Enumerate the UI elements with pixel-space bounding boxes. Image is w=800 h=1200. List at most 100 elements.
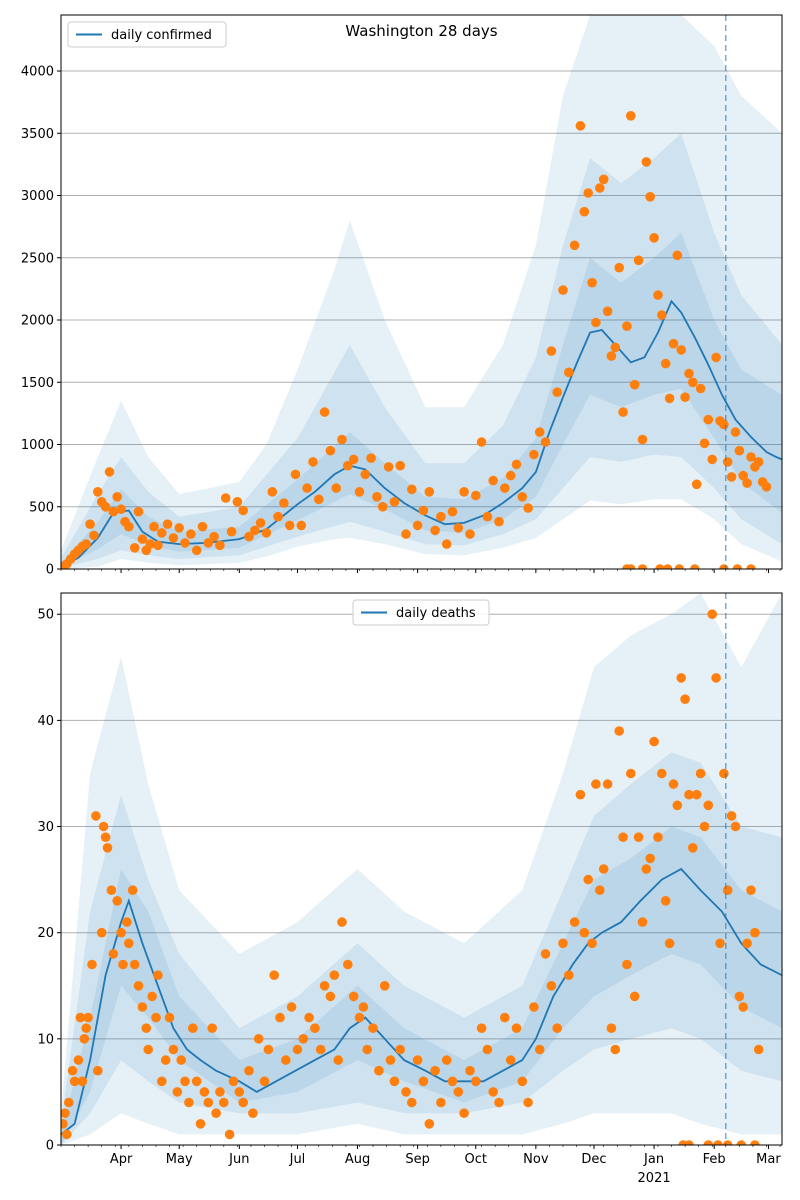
data-point [424,1119,435,1129]
data-point [753,457,764,467]
data-point [412,1055,423,1065]
legend-box [67,21,227,48]
data-point [168,1044,179,1055]
data-point [447,1076,458,1087]
data-point [610,1044,621,1055]
data-point [226,526,237,537]
data-point [290,469,301,480]
data-point [494,1097,504,1108]
data-point [106,885,117,895]
data-point [453,523,464,533]
data-point [637,917,648,927]
data-point [157,528,167,538]
data-point [253,1034,264,1044]
data-point [149,521,159,532]
data-point [730,821,741,832]
y-tick-label: 500 [29,500,54,515]
data-point [730,427,741,437]
plot-area [61,593,782,1145]
data-point [676,345,686,355]
y-tick-label: 2000 [21,314,54,329]
data-point [564,367,574,378]
data-point [116,927,126,938]
data-point [591,317,601,328]
data-point [583,874,593,885]
data-point [302,483,312,493]
data-point [595,183,605,193]
data-point [108,506,119,517]
data-point [488,475,499,486]
data-point [87,959,97,970]
data-point [711,352,721,363]
data-point [98,821,109,832]
data-point [688,843,698,853]
y-tick-label: 0 [46,563,54,578]
data-point [465,1065,475,1076]
legend-label: daily deaths [396,606,476,621]
data-point [358,1002,369,1012]
data-point [645,853,655,864]
data-point [699,821,710,832]
data-point [129,959,140,970]
data-point [141,1023,152,1033]
data-point [186,529,196,539]
data-point [374,1065,384,1076]
data-point [726,472,737,482]
y-tick-label: 1000 [21,438,54,453]
data-point [622,321,632,332]
data-point [343,460,353,471]
data-point [610,342,621,353]
chart-title: Washington 28 days [345,22,497,40]
data-point [569,917,580,927]
data-point [325,445,336,456]
confidence-band-outer [61,15,782,569]
data-point [85,519,95,529]
confidence-band-middle [61,133,782,568]
data-point [61,1108,70,1118]
data-point [459,1108,469,1118]
data-point [91,811,101,821]
y-tick-label: 1500 [21,376,54,391]
data-point [360,469,371,480]
data-point [736,1140,747,1145]
data-point [304,1012,314,1023]
data-point [281,1055,291,1065]
legend: daily confirmed [67,21,227,48]
data-point [602,779,613,789]
data-point [168,533,179,543]
data-point [618,832,628,842]
data-point [188,1023,198,1033]
data-point [734,991,745,1002]
data-point [298,1034,309,1044]
data-point [263,1044,274,1055]
data-point [348,991,359,1002]
data-point [180,538,190,548]
data-point [595,885,605,895]
data-point [329,970,340,980]
y-tick-label: 3000 [21,189,54,204]
data-point [657,768,667,779]
data-point [575,121,586,131]
data-point [127,885,138,895]
data-point [688,377,698,388]
data-point [738,470,748,481]
data-point [310,1023,320,1033]
data-point [389,497,400,507]
data-point [315,1044,326,1055]
data-point [649,736,659,747]
data-point [261,528,272,538]
data-point [633,255,644,266]
data-point [761,482,772,492]
data-point [746,564,756,569]
data-point [129,543,140,553]
data-point [286,1002,297,1012]
data-point [407,484,417,495]
data-point [633,832,644,842]
data-point [699,438,710,449]
y-tick-label: 0 [46,1139,54,1154]
x-tick-label: Feb [703,1152,726,1167]
data-point [224,1129,235,1140]
data-point [308,457,318,467]
data-point [337,434,347,445]
data-point [96,927,107,938]
